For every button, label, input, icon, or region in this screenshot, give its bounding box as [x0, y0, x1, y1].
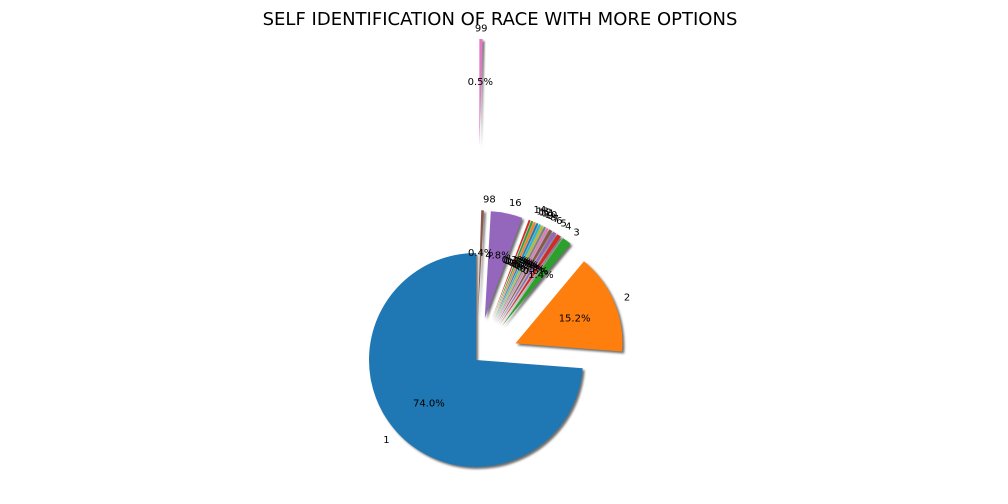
slice-9 — [495, 225, 544, 322]
slice-11-label: 11 — [542, 209, 555, 220]
slice-16 — [484, 211, 523, 319]
slice-14-percent: 0.3% — [502, 255, 527, 266]
slice-2-percent: 15.2% — [559, 313, 591, 324]
slice-5-label: 5 — [560, 219, 566, 230]
slice-12-percent: 0.3% — [505, 257, 530, 268]
slice-7-label: 7 — [553, 214, 559, 225]
slice-12-label: 12 — [539, 207, 552, 218]
slice-1-label: 1 — [383, 435, 389, 446]
slice-10-label: 10 — [545, 210, 558, 221]
slice-98-label: 98 — [483, 195, 496, 206]
slice-13-label: 13 — [536, 206, 549, 217]
slice-10 — [494, 224, 541, 322]
slice-5-percent: 0.5% — [520, 264, 545, 275]
slice-10-percent: 0.3% — [509, 258, 534, 269]
slice-16-percent: 4.8% — [485, 250, 510, 261]
slice-4 — [499, 234, 561, 325]
slice-6 — [497, 229, 553, 323]
slice-8-label: 8 — [550, 213, 556, 224]
slice-9-percent: 0.3% — [511, 259, 536, 270]
slice-14 — [491, 219, 531, 321]
slice-7-percent: 0.3% — [514, 261, 539, 272]
slice-99-shadow — [481, 41, 485, 149]
slice-13 — [492, 220, 534, 321]
slice-99-label: 99 — [475, 23, 488, 34]
slice-3-label: 3 — [573, 227, 579, 238]
slice-4-percent: 0.6% — [523, 266, 548, 277]
slice-5 — [498, 231, 557, 324]
slice-percentages: 74.0%15.2%1.4%0.6%0.5%0.5%0.3%0.3%0.3%0.… — [413, 77, 590, 410]
slice-1-percent: 74.0% — [413, 399, 445, 410]
pie-slices — [369, 39, 623, 467]
slice-8 — [495, 226, 546, 323]
slice-11-percent: 0.3% — [507, 257, 532, 268]
slice-99 — [479, 39, 483, 147]
slice-1 — [369, 253, 583, 467]
slice-4-label: 4 — [565, 222, 571, 233]
chart-title: SELF IDENTIFICATION OF RACE WITH MORE OP… — [263, 9, 738, 30]
slice-6-percent: 0.5% — [517, 262, 542, 273]
slice-9-label: 9 — [547, 211, 553, 222]
slice-12 — [492, 221, 536, 321]
slice-3-shadow — [503, 240, 573, 328]
slice-7 — [496, 227, 549, 323]
slice-16-label: 16 — [509, 198, 522, 209]
slice-14-label: 14 — [534, 205, 547, 216]
slice-2-label: 2 — [624, 293, 630, 304]
slice-98-percent: 0.4% — [468, 248, 493, 259]
slice-2 — [515, 261, 623, 352]
slice-6-label: 6 — [556, 216, 562, 227]
slice-3-percent: 1.4% — [528, 270, 553, 281]
slice-4-shadow — [501, 236, 563, 327]
slice-98-shadow — [479, 212, 486, 320]
slice-3 — [501, 238, 571, 326]
slice-98 — [477, 210, 484, 318]
slice-8-percent: 0.3% — [513, 260, 538, 271]
slice-99-percent: 0.5% — [468, 77, 493, 88]
slice-13-percent: 0.3% — [504, 256, 529, 267]
slice-11 — [493, 222, 539, 321]
